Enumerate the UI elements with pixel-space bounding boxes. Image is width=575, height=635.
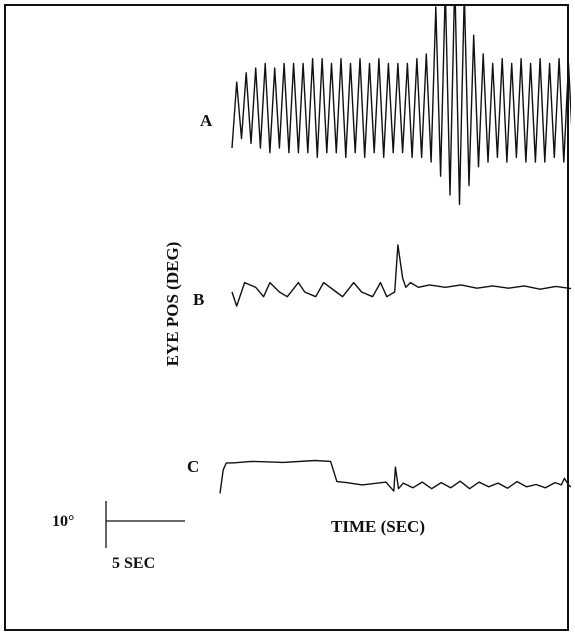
series-label-a: A <box>200 111 213 130</box>
x-axis-label: TIME (SEC) <box>331 517 425 536</box>
traces-group <box>219 6 571 494</box>
series-label-c: C <box>187 457 199 476</box>
y-axis-label: EYE POS (DEG) <box>163 242 182 367</box>
figure-frame: A B C EYE POS (DEG) TIME (SEC) 10° 5 SEC <box>4 4 571 631</box>
chart-svg: A B C EYE POS (DEG) TIME (SEC) 10° 5 SEC <box>52 6 571 572</box>
scale-bar-horizontal-label: 5 SEC <box>112 555 155 572</box>
trace-c <box>219 459 571 494</box>
trace-b <box>231 244 571 307</box>
series-label-b: B <box>193 290 204 309</box>
trace-a <box>231 6 571 206</box>
scale-bar-vertical-label: 10° <box>52 513 74 530</box>
